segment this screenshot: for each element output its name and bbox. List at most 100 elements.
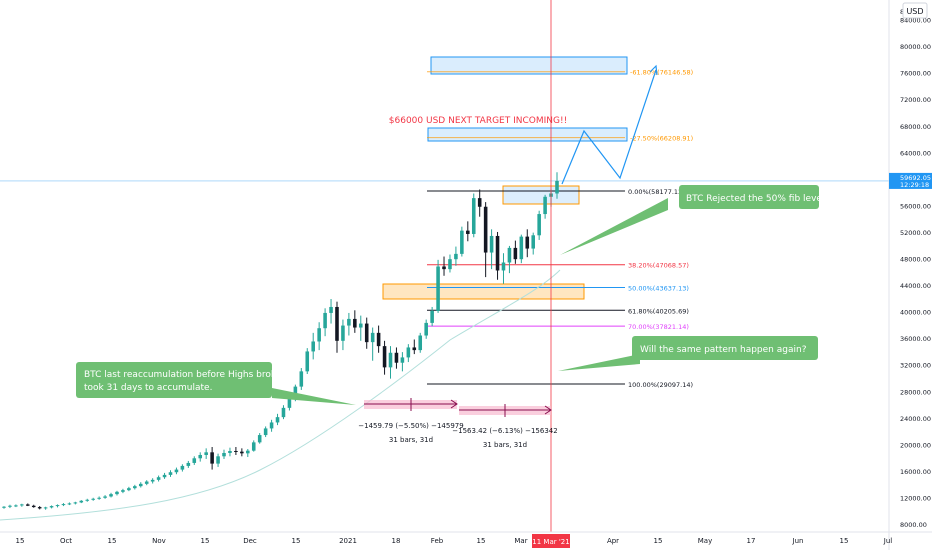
candle-body	[376, 332, 381, 347]
candle	[26, 503, 30, 507]
currency-button[interactable]: USD	[902, 2, 928, 19]
candle-body	[531, 235, 535, 249]
candle	[251, 440, 256, 452]
candle-body	[335, 306, 339, 341]
candle	[489, 229, 494, 270]
y-tick-label: 48000.00	[900, 256, 931, 264]
candle	[168, 470, 173, 477]
x-tick-label: Jun	[792, 537, 804, 545]
candle-body	[168, 472, 173, 475]
candle	[358, 315, 363, 341]
candle-body	[20, 504, 24, 506]
candle	[240, 448, 244, 457]
headline: $66000 USD NEXT TARGET INCOMING!!	[389, 116, 567, 126]
y-tick-label: 20000.00	[900, 441, 931, 449]
candle	[14, 504, 18, 508]
candle	[323, 308, 327, 337]
x-tick-label: 15	[108, 537, 117, 545]
callout-reaccumulation[interactable]: BTC last reaccumulation before Highs bro…	[76, 362, 356, 405]
candle	[31, 504, 36, 508]
candle	[67, 502, 72, 506]
candle-body	[299, 371, 304, 387]
candle-body	[471, 198, 476, 234]
y-tick-label: 40000.00	[900, 309, 931, 317]
candle	[317, 322, 321, 351]
range-2: −1563.42 (−6.13%) −156342 31 bars, 31d	[452, 404, 558, 449]
x-tick-label: Oct	[60, 537, 72, 545]
candle	[466, 221, 470, 242]
y-tick-label: 28000.00	[900, 388, 931, 396]
candle	[174, 467, 179, 475]
candle	[406, 344, 411, 363]
candle-body	[246, 450, 250, 454]
candle	[436, 259, 440, 313]
candle-body	[97, 497, 101, 499]
candle	[55, 504, 60, 508]
candle-body	[406, 347, 411, 358]
candle	[192, 456, 197, 465]
candle	[37, 506, 42, 510]
candle-body	[358, 323, 363, 328]
y-tick-partial: 8	[900, 8, 904, 16]
candle	[531, 232, 535, 255]
candle	[442, 256, 446, 276]
x-tick-label: Mar	[514, 537, 527, 545]
candle	[454, 246, 458, 266]
candle-body	[448, 259, 452, 270]
x-tick-label: Feb	[431, 537, 444, 545]
candle-body	[418, 335, 423, 351]
candle	[162, 472, 167, 479]
candle	[418, 332, 423, 353]
x-tick-label: 15	[16, 537, 25, 545]
candle-body	[466, 230, 470, 234]
callout-rejected[interactable]: BTC Rejected the 50% fib level	[560, 185, 824, 255]
candle-body	[489, 235, 494, 253]
candle	[335, 301, 339, 353]
candle-series	[2, 172, 559, 510]
candle-body	[61, 504, 66, 506]
candle-body	[156, 477, 161, 480]
candle	[121, 488, 125, 494]
candle	[329, 299, 333, 324]
callout-pattern[interactable]: Will the same pattern happen again?	[558, 336, 818, 371]
candle	[234, 447, 238, 455]
x-tick-label: 15	[840, 537, 849, 545]
candle-body	[555, 180, 559, 194]
target-label-0: -61.80%(76146.58)	[630, 69, 693, 77]
y-tick-label: 56000.00	[900, 202, 931, 210]
y-tick-label: 12000.00	[900, 494, 931, 502]
candle	[525, 229, 530, 258]
candle-body	[79, 500, 84, 503]
y-tick-label: 72000.00	[900, 96, 931, 104]
candle-body	[150, 479, 155, 482]
candle-body	[257, 435, 262, 443]
candle-body	[263, 428, 268, 436]
candle-body	[222, 452, 226, 457]
candle	[222, 449, 226, 459]
x-tick-label: 18	[392, 537, 401, 545]
candle-body	[353, 318, 357, 328]
candle-body	[14, 505, 18, 507]
candle-body	[204, 452, 208, 455]
candle-body	[317, 328, 321, 342]
candle	[246, 449, 250, 457]
moving-average	[0, 269, 561, 521]
candle	[109, 492, 113, 498]
x-tick-label: 15	[292, 537, 301, 545]
x-tick-label: Jul	[883, 537, 893, 545]
candle	[49, 505, 54, 509]
candle	[216, 453, 220, 467]
candle-body	[364, 323, 369, 343]
candle-body	[192, 458, 197, 463]
candle-body	[537, 214, 541, 236]
candle-body	[281, 407, 286, 418]
candle-body	[109, 494, 113, 497]
candle-body	[430, 310, 434, 323]
y-tick-label: 84000.00	[900, 17, 931, 25]
candle	[79, 500, 84, 504]
callout-reaccumulation-text: BTC last reaccumulation before Highs bro…	[84, 370, 287, 393]
candle-body	[477, 198, 482, 207]
callout-pattern-text: Will the same pattern happen again?	[640, 345, 807, 355]
candle	[43, 506, 48, 510]
